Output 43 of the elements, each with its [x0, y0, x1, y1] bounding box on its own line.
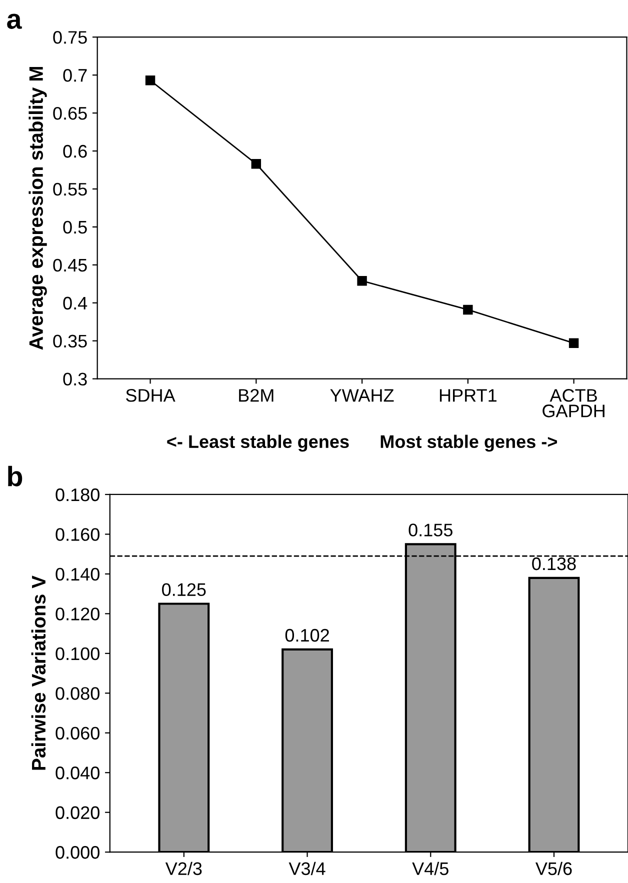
- y-tick-label: 0.020: [56, 806, 100, 820]
- y-tick-label: 0.160: [56, 528, 100, 541]
- y-tick-label: 0.140: [56, 568, 100, 581]
- y-axis-title: Average expression stability M: [28, 66, 47, 350]
- x-tick-label: YWAHZ: [330, 389, 394, 402]
- data-label: 0.125: [162, 583, 206, 596]
- x-tick-label: SDHA: [126, 389, 176, 402]
- y-tick-label: 0.180: [56, 488, 100, 502]
- y-tick-label: 0.65: [53, 106, 87, 120]
- y-tick-label: 0.6: [63, 144, 87, 158]
- point: [463, 304, 473, 315]
- x-tick-label: ACTB GAPDH: [542, 389, 604, 418]
- y-tick-label: 0.4: [63, 296, 88, 310]
- y-axis-title: Pairwise Variations V: [31, 576, 46, 770]
- point: [357, 276, 367, 286]
- y-tick-label: 0.120: [56, 608, 100, 620]
- x-tick-label: V2/3: [165, 862, 202, 876]
- y-tick-label: 0.040: [56, 766, 100, 780]
- chart-title: a: [7, 14, 22, 29]
- x-tick-label: V3/4: [288, 862, 326, 876]
- point: [145, 76, 156, 86]
- x-tick-label: B2M: [239, 389, 274, 402]
- y-tick-label: 0.55: [53, 182, 87, 196]
- data-label: 0.102: [285, 628, 329, 642]
- point: [251, 159, 262, 169]
- x-tick-label: V4/5: [412, 862, 448, 876]
- data-label: 0.138: [532, 557, 576, 570]
- x-tick-label: HPRT1: [440, 389, 496, 402]
- x-tick-label: V5/6: [535, 862, 572, 876]
- y-tick-label: 0.3: [63, 372, 87, 386]
- y-tick-label: 0.45: [53, 258, 87, 272]
- y-tick-label: 0.5: [63, 220, 87, 234]
- y-tick-label: 0.000: [56, 846, 100, 859]
- y-tick-label: 0.080: [56, 687, 100, 700]
- y-tick-label: 0.75: [53, 31, 87, 44]
- point: [568, 338, 579, 348]
- y-tick-label: 0.35: [53, 334, 87, 348]
- chart-title: b: [8, 466, 22, 486]
- y-tick-label: 0.7: [63, 68, 87, 82]
- y-tick-label: 0.100: [56, 647, 100, 660]
- data-label: 0.155: [408, 524, 452, 536]
- x-axis-title: <- Least stable genes Most stable genes ->: [167, 434, 557, 452]
- y-tick-label: 0.060: [56, 726, 100, 740]
